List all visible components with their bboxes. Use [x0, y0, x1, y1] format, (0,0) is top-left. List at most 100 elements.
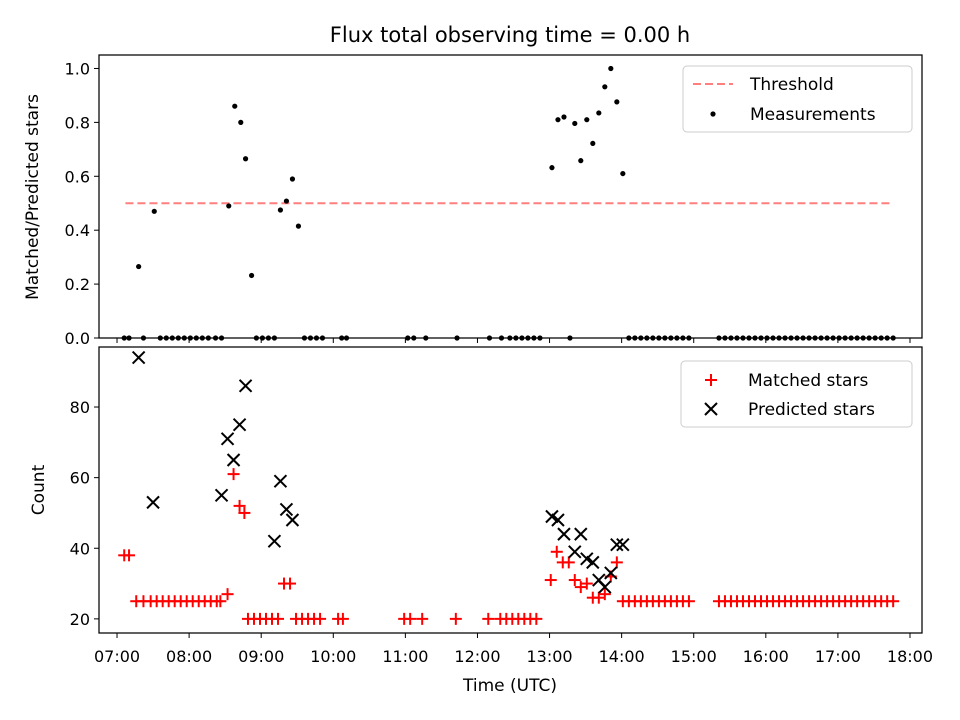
matched-star-point	[610, 556, 623, 569]
bottom-y-tick-label: 40	[70, 539, 90, 558]
matched-star-point	[233, 499, 246, 512]
predicted-star-point	[610, 538, 624, 552]
matched-star-point	[530, 612, 543, 625]
legend-matched-label: Matched stars	[748, 371, 868, 391]
legend-predicted-label: Predicted stars	[748, 400, 875, 420]
top-y-tick-label: 0.8	[65, 113, 90, 132]
top-legend: Threshold Measurements	[682, 65, 913, 133]
matched-star-point	[336, 612, 349, 625]
x-tick-label: 10:00	[310, 647, 356, 666]
matched-star-point	[449, 612, 462, 625]
predicted-star-point	[226, 453, 241, 467]
chart-title: Flux total observing time = 0.00 h	[330, 23, 690, 47]
x-tick-label: 14:00	[599, 647, 645, 666]
predicted-star-point	[574, 527, 588, 541]
predicted-star-point	[586, 555, 600, 570]
measurement-point	[584, 117, 590, 123]
measurement-point	[151, 208, 157, 214]
measurement-point	[277, 207, 284, 213]
predicted-star-point	[285, 513, 300, 527]
predicted-star-point	[238, 379, 253, 393]
measurement-point	[283, 198, 290, 204]
x-tick-label: 17:00	[815, 647, 861, 666]
matched-star-point	[214, 595, 227, 608]
bottom-y-tick-label: 80	[70, 398, 90, 417]
legend-threshold-label: Threshold	[749, 75, 834, 95]
measurement-point	[549, 165, 555, 171]
predicted-star-point	[220, 432, 235, 446]
x-tick-label: 13:00	[526, 647, 572, 666]
predicted-star-point	[273, 474, 288, 488]
measurement-point	[136, 263, 142, 270]
matched-star-point	[314, 612, 327, 625]
measurement-point	[226, 203, 232, 209]
matched-star-point	[272, 612, 285, 625]
top-plot-frame	[98, 54, 923, 339]
bottom-legend: Matched stars Predicted stars	[680, 360, 913, 428]
predicted-star-point	[616, 538, 630, 552]
predicted-star-point	[267, 534, 282, 548]
measurement-point	[248, 272, 255, 279]
x-tick-label: 08:00	[166, 647, 212, 666]
x-tick-label: 07:00	[94, 647, 140, 666]
predicted-star-point	[279, 502, 294, 517]
bottom-y-axis-label: Count	[29, 464, 49, 515]
x-tick-label: 18:00	[887, 647, 933, 666]
measurement-point	[289, 176, 296, 182]
measurement-point	[295, 223, 302, 229]
measurement-point	[602, 84, 608, 90]
predicted-star-point	[557, 527, 571, 541]
measurement-point	[242, 156, 249, 162]
measurement-point	[555, 117, 561, 123]
top-y-tick-label: 0.4	[65, 221, 90, 240]
legend-measurements-swatch	[710, 111, 716, 117]
matched-star-point	[887, 595, 900, 608]
bottom-plot-frame	[98, 346, 923, 634]
matched-star-point	[227, 468, 240, 481]
top-y-tick-label: 0.0	[65, 329, 90, 348]
matched-star-point	[574, 581, 587, 594]
measurement-point	[608, 65, 614, 72]
legend-predicted-swatch	[704, 402, 718, 416]
matched-star-point	[562, 556, 575, 569]
matched-star-point	[221, 588, 234, 601]
predicted-star-point	[551, 513, 565, 527]
measurement-point	[620, 170, 626, 177]
top-y-tick-label: 0.6	[65, 167, 90, 186]
bottom-panel: 20 40 60 80 07:00 08:00 09:00 10:00 11:00 12:00 13…	[29, 346, 933, 696]
predicted-star-point	[146, 495, 160, 510]
matched-star-point	[416, 612, 429, 625]
legend-matched-swatch	[705, 374, 717, 386]
matched-star-point	[598, 588, 611, 601]
x-axis-label: Time (UTC)	[462, 676, 557, 696]
matched-star-point	[404, 612, 417, 625]
top-y-axis-label: Matched/Predicted stars	[23, 94, 43, 300]
predicted-star-point	[604, 566, 618, 580]
x-tick-label: 11:00	[382, 647, 428, 666]
top-panel: 0.0 0.2 0.4 0.6 0.8 1.0 Matched/Predicted sta…	[23, 54, 923, 348]
matched-star-point	[482, 612, 495, 625]
matched-star-point	[284, 577, 297, 590]
top-y-tick-label: 1.0	[65, 59, 90, 78]
measurement-point	[578, 158, 584, 164]
matched-star-point	[238, 506, 251, 519]
predicted-star-point	[568, 545, 582, 559]
predicted-star-point	[232, 417, 247, 432]
measurement-point	[572, 120, 578, 127]
matched-star-point	[592, 591, 605, 604]
x-tick-label: 09:00	[238, 647, 284, 666]
predicted-star-point	[580, 552, 594, 566]
top-y-tick-label: 0.2	[65, 275, 90, 294]
predicted-star-point	[598, 580, 612, 594]
x-tick-label: 16:00	[743, 647, 789, 666]
bottom-y-tick-label: 20	[70, 610, 90, 629]
matched-star-point	[568, 574, 581, 587]
matched-star-point	[544, 574, 557, 587]
matched-star-point	[580, 577, 593, 590]
measurement-point	[614, 99, 620, 105]
bottom-y-tick-label: 60	[70, 469, 90, 488]
x-tick-label: 12:00	[454, 647, 500, 666]
matched-star-point	[682, 595, 695, 608]
top-legend-box	[682, 65, 913, 133]
